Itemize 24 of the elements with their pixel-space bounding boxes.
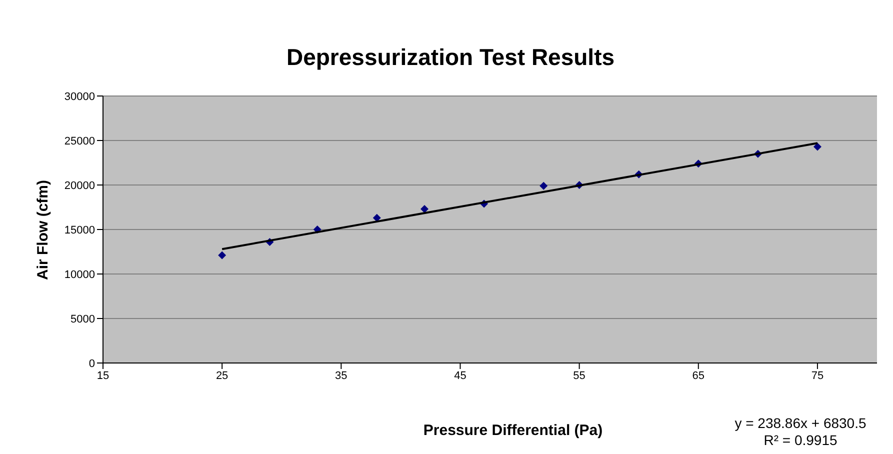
point — [218, 251, 226, 260]
x-tick-label: 45 — [454, 370, 466, 382]
y-tick-label: 30000 — [64, 90, 95, 103]
x-axis-title: Pressure Differential (Pa) — [423, 422, 603, 439]
y-tick-label: 15000 — [64, 224, 95, 236]
y-tick-label: 20000 — [64, 180, 95, 192]
text: y = 238.86x + 6830.5 — [734, 415, 868, 432]
text: R² = 0.9915 — [762, 432, 838, 449]
x-tick-label: 15 — [96, 370, 110, 382]
x-tick-label: 55 — [573, 370, 586, 382]
x-tick-label: 65 — [692, 370, 705, 382]
point — [540, 182, 548, 190]
y-tick-label: 25000 — [64, 135, 95, 148]
x-tick-label: 25 — [216, 370, 228, 382]
y-tick-label: 10000 — [64, 268, 95, 281]
point — [372, 214, 381, 222]
point — [420, 205, 429, 214]
x-tick-label: 35 — [335, 370, 348, 382]
chart-title: Depressurization Test Results — [285, 44, 616, 71]
x-tick-label: 75 — [811, 370, 824, 382]
y-axis-title: Air Flow (cfm) — [34, 180, 52, 280]
y-tick-label: 5000 — [70, 313, 95, 326]
point — [813, 142, 822, 151]
y-tick-label: 0 — [88, 358, 95, 370]
